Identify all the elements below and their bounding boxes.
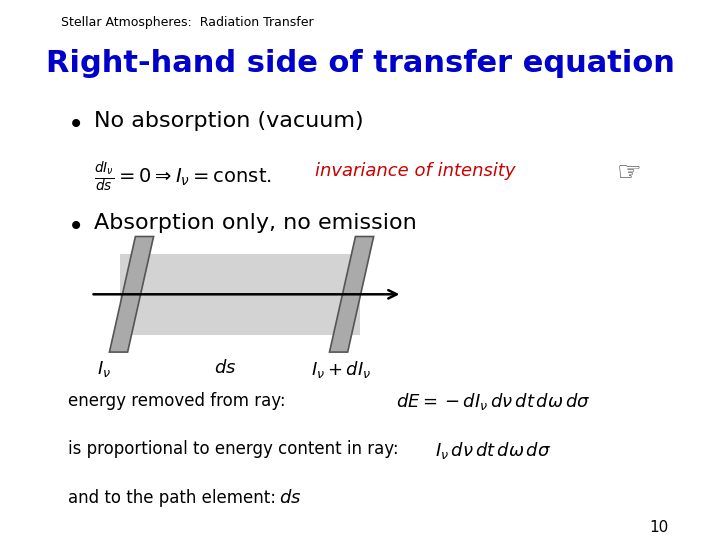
Text: invariance of intensity: invariance of intensity bbox=[315, 162, 515, 180]
Text: $I_\nu\, d\nu\, dt\, d\omega\, d\sigma$: $I_\nu\, d\nu\, dt\, d\omega\, d\sigma$ bbox=[435, 440, 551, 461]
Text: 10: 10 bbox=[649, 519, 668, 535]
Text: is proportional to energy content in ray:: is proportional to energy content in ray… bbox=[68, 440, 398, 458]
Text: No absorption (vacuum): No absorption (vacuum) bbox=[94, 111, 364, 131]
Text: •: • bbox=[68, 213, 84, 241]
Text: $ds$: $ds$ bbox=[214, 359, 236, 377]
Text: $I_\nu$: $I_\nu$ bbox=[97, 359, 111, 379]
Text: energy removed from ray:: energy removed from ray: bbox=[68, 392, 286, 409]
Text: $ds$: $ds$ bbox=[279, 489, 301, 507]
Text: Stellar Atmospheres:  Radiation Transfer: Stellar Atmospheres: Radiation Transfer bbox=[61, 16, 314, 29]
Text: Right-hand side of transfer equation: Right-hand side of transfer equation bbox=[45, 49, 675, 78]
Text: $I_\nu + dI_\nu$: $I_\nu + dI_\nu$ bbox=[311, 359, 372, 380]
Text: •: • bbox=[68, 111, 84, 139]
FancyBboxPatch shape bbox=[120, 254, 360, 335]
Text: and to the path element:: and to the path element: bbox=[68, 489, 276, 507]
Text: $\frac{dI_\nu}{ds} = 0 \Rightarrow I_\nu = \mathrm{const.}$: $\frac{dI_\nu}{ds} = 0 \Rightarrow I_\nu… bbox=[94, 159, 271, 194]
Text: ☞: ☞ bbox=[616, 159, 642, 187]
Text: $dE = -dI_\nu\, d\nu\, dt\, d\omega\, d\sigma$: $dE = -dI_\nu\, d\nu\, dt\, d\omega\, d\… bbox=[396, 392, 590, 413]
Polygon shape bbox=[109, 237, 153, 352]
Polygon shape bbox=[330, 237, 374, 352]
Text: Absorption only, no emission: Absorption only, no emission bbox=[94, 213, 417, 233]
